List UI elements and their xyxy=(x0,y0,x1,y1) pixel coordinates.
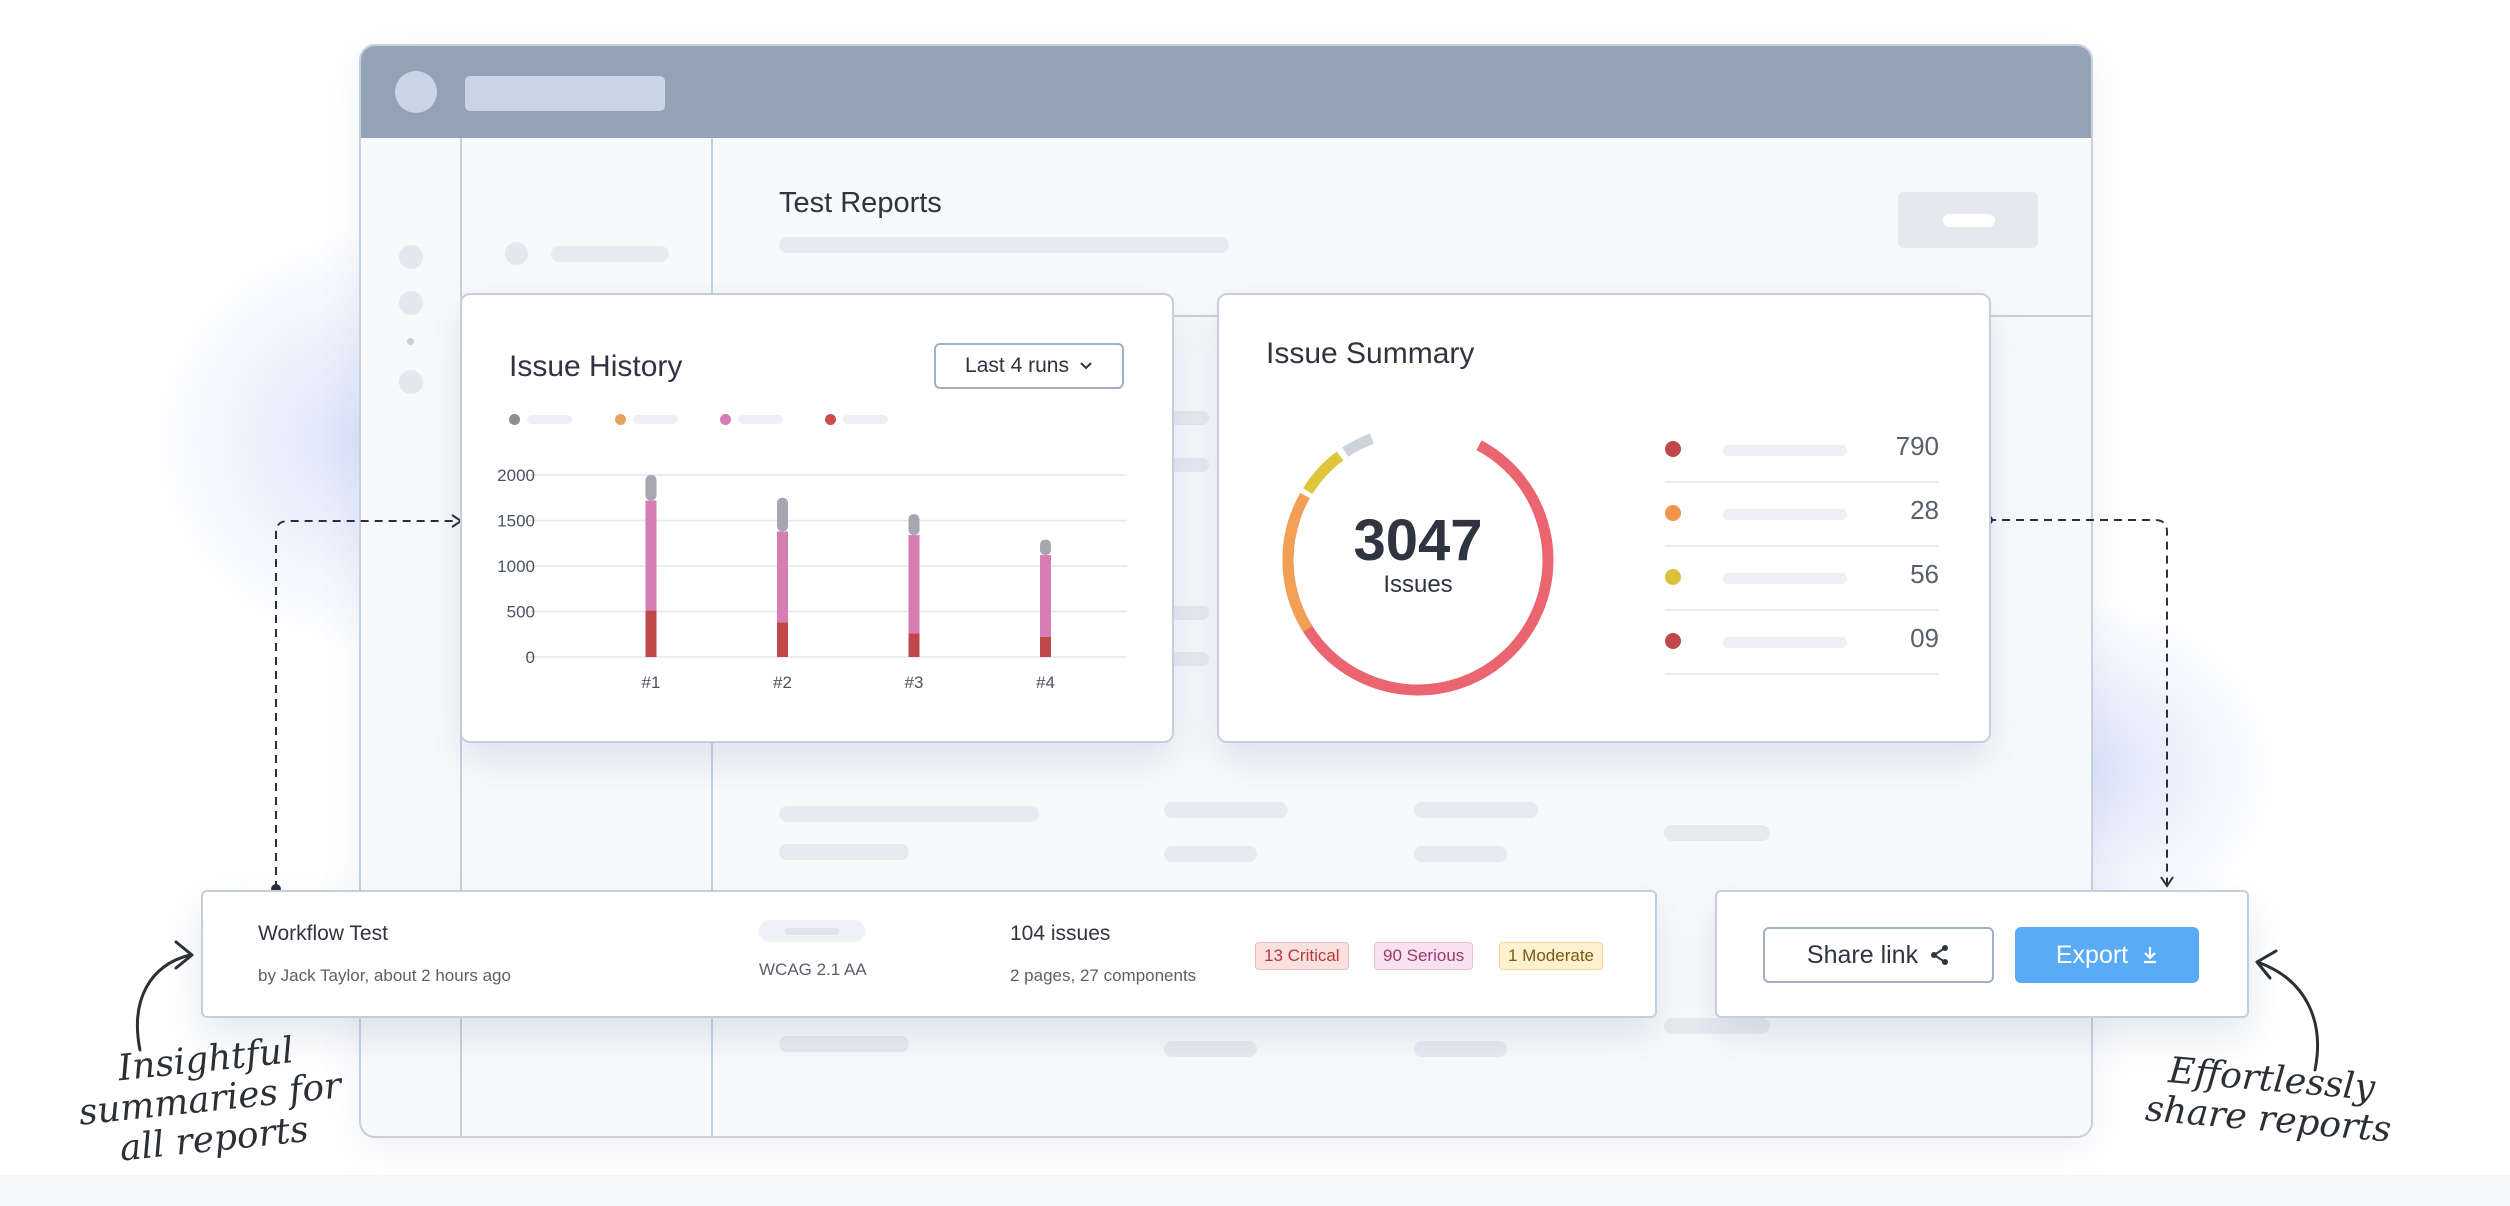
report-name[interactable]: Workflow Test xyxy=(258,922,388,945)
issue-history-chart: 0 500 1000 1500 2000 #1 #2 #3 #4 xyxy=(497,466,1127,692)
runs-dropdown-label: Last 4 runs xyxy=(965,354,1069,377)
issue-total: 3047 xyxy=(1353,508,1483,573)
export-label: Export xyxy=(2055,940,2129,969)
nav-item-icon[interactable] xyxy=(505,242,528,265)
bar-segment[interactable] xyxy=(1040,555,1051,637)
table-placeholder xyxy=(1414,802,1538,818)
bar-segment[interactable] xyxy=(1040,539,1051,556)
table-placeholder xyxy=(1664,825,1770,841)
severity-count: 28 xyxy=(1910,495,1939,525)
window-titlebar xyxy=(361,46,2091,138)
severity-count: 56 xyxy=(1910,559,1939,589)
nav-item-label-placeholder[interactable] xyxy=(551,246,669,262)
x-tick-label: #3 xyxy=(905,673,924,692)
table-placeholder xyxy=(779,1036,909,1052)
runs-dropdown[interactable]: Last 4 runs xyxy=(934,343,1124,389)
summary-row: 790 xyxy=(1665,417,1939,483)
table-placeholder xyxy=(779,806,1039,822)
summary-row: 56 xyxy=(1665,545,1939,611)
share-icon xyxy=(1931,945,1949,965)
app-title-placeholder xyxy=(465,76,665,111)
standard-pill-placeholder xyxy=(759,920,865,942)
table-placeholder xyxy=(1164,802,1288,818)
rail-icon[interactable] xyxy=(399,245,423,269)
table-placeholder xyxy=(1664,1018,1770,1034)
y-tick-label: 1500 xyxy=(497,512,535,531)
table-placeholder xyxy=(1164,1041,1257,1057)
download-icon xyxy=(2144,947,2157,964)
severity-label-placeholder xyxy=(1723,445,1847,456)
bar-segment[interactable] xyxy=(645,500,657,611)
page-title: Test Reports xyxy=(779,187,942,219)
rail-icon[interactable] xyxy=(399,291,423,315)
summary-row: 28 xyxy=(1665,481,1939,547)
export-button[interactable]: Export xyxy=(2015,927,2199,983)
share-link-label: Share link xyxy=(1806,940,1919,969)
bar-segment[interactable] xyxy=(645,475,657,501)
severity-dot xyxy=(1665,441,1681,457)
legend-dot xyxy=(509,414,520,425)
severity-dot xyxy=(1665,505,1681,521)
report-standard: WCAG 2.1 AA xyxy=(759,960,867,979)
legend-label-placeholder xyxy=(527,415,572,424)
report-author: by Jack Taylor, about 2 hours ago xyxy=(258,966,511,985)
issue-donut-chart xyxy=(1282,424,1554,696)
legend-label-placeholder xyxy=(633,415,678,424)
bar-segment[interactable] xyxy=(908,514,920,536)
severity-count: 790 xyxy=(1895,431,1939,461)
share-export-card: Share link Export xyxy=(1715,890,2249,1018)
summary-row: 09 xyxy=(1665,609,1939,675)
bar-segment[interactable] xyxy=(908,535,920,634)
severity-dot xyxy=(1665,633,1681,649)
severity-label-placeholder xyxy=(1723,509,1847,520)
x-tick-label: #1 xyxy=(642,673,661,692)
x-tick-label: #4 xyxy=(1036,673,1055,692)
report-row-card[interactable]: Workflow Test by Jack Taylor, about 2 ho… xyxy=(201,890,1657,1018)
bar-segment[interactable] xyxy=(777,531,788,623)
bottom-band xyxy=(0,1175,2510,1206)
badge-serious: 90 Serious xyxy=(1374,942,1474,970)
y-tick-label: 500 xyxy=(507,603,535,622)
issue-history-card: Issue History Last 4 runs 0 500 1000 1500 20… xyxy=(460,293,1174,743)
y-tick-label: 1000 xyxy=(497,557,535,576)
bar-segment[interactable] xyxy=(908,633,920,657)
y-tick-label: 2000 xyxy=(497,466,535,485)
badge-critical: 13 Critical xyxy=(1255,942,1349,970)
table-placeholder xyxy=(1414,1041,1507,1057)
avatar xyxy=(395,71,437,113)
issue-summary-card: Issue Summary 3047 Issues 790 28 56 09 xyxy=(1217,293,1991,743)
bar-segment[interactable] xyxy=(1040,636,1051,657)
rail-separator xyxy=(407,338,414,345)
chevron-down-icon xyxy=(1080,362,1092,370)
report-issues: 104 issues xyxy=(1010,922,1111,945)
issue-history-title: Issue History xyxy=(509,350,683,383)
legend-dot xyxy=(720,414,731,425)
table-placeholder xyxy=(779,844,909,860)
table-placeholder xyxy=(1414,846,1507,862)
header-action-button[interactable] xyxy=(1898,192,2038,248)
severity-dot xyxy=(1665,569,1681,585)
severity-count: 09 xyxy=(1910,623,1939,653)
issue-summary-title: Issue Summary xyxy=(1266,337,1475,370)
severity-label-placeholder xyxy=(1723,573,1847,584)
table-placeholder xyxy=(1164,846,1257,862)
page-subtitle-placeholder xyxy=(779,237,1229,253)
share-link-button[interactable]: Share link xyxy=(1763,927,1994,983)
bar-segment[interactable] xyxy=(645,610,657,657)
bar-segment[interactable] xyxy=(777,497,788,532)
y-tick-label: 0 xyxy=(526,648,535,667)
legend-dot xyxy=(615,414,626,425)
severity-label-placeholder xyxy=(1723,637,1847,648)
legend-label-placeholder xyxy=(843,415,888,424)
bar-segment[interactable] xyxy=(777,622,788,657)
legend-dot xyxy=(825,414,836,425)
x-tick-label: #2 xyxy=(773,673,792,692)
legend-label-placeholder xyxy=(738,415,783,424)
report-scope: 2 pages, 27 components xyxy=(1010,966,1197,985)
badge-moderate: 1 Moderate xyxy=(1499,942,1603,970)
issue-total-label: Issues xyxy=(1383,571,1453,598)
rail-icon[interactable] xyxy=(399,370,423,394)
